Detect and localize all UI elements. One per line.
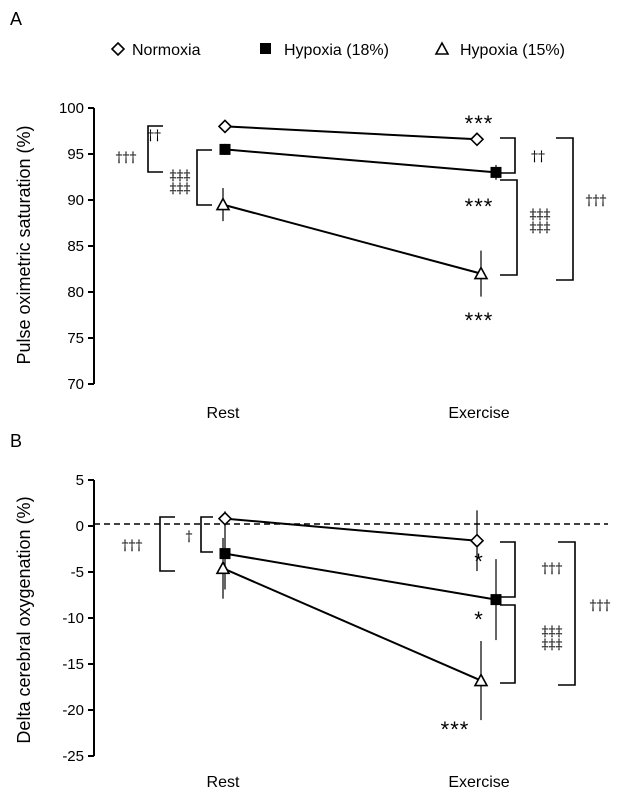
panel-a-bracket-rest-n-h18 bbox=[147, 125, 163, 173]
panel-a-sig-rest-n-h15: ††† bbox=[116, 150, 137, 166]
panel-b-sig-ex-h18-h15-b: ‡‡‡ bbox=[542, 637, 563, 653]
panel-a-bracket-ex-n-h15 bbox=[556, 137, 574, 281]
panel-b-point-hypoxia15 bbox=[473, 672, 489, 687]
panel-b-sig-ex-h18-h15-a: ‡‡‡ bbox=[542, 624, 563, 640]
panel-a-y-tick-label: 90 bbox=[67, 192, 84, 209]
panel-a-line-normoxia bbox=[224, 125, 478, 141]
panel-b-bracket-rest-n-h15 bbox=[159, 516, 175, 572]
panel-a-y-tick-label: 70 bbox=[67, 376, 84, 393]
panel-b-point-normoxia bbox=[469, 533, 485, 548]
legend-label-hypoxia15: Hypoxia (15%) bbox=[460, 42, 565, 59]
panel-b-point-hypoxia18 bbox=[219, 548, 231, 560]
panel-a-y-tick-label: 95 bbox=[67, 146, 84, 163]
panel-a-star-hypoxia18: *** bbox=[465, 194, 494, 219]
panel-a-sig-ex-h18-h15-b: ‡‡‡ bbox=[530, 220, 551, 236]
panel-a-star-hypoxia15: *** bbox=[465, 308, 494, 333]
panel-b-y-axis-label: Delta cerebral oxygenation (%) bbox=[14, 496, 34, 743]
panel-a-y-tick-label: 80 bbox=[67, 284, 84, 301]
panel-a-point-hypoxia15 bbox=[215, 196, 231, 211]
panel-b-star-hypoxia18: * bbox=[474, 607, 484, 632]
panel-b-y-tick-label: -15 bbox=[62, 656, 84, 673]
panel-b-sig-rest-n-h18: † bbox=[186, 529, 193, 545]
panel-a-star-normoxia: *** bbox=[465, 111, 494, 136]
panel-a-y-tick-label: 100 bbox=[59, 100, 84, 117]
panel-b-sig-rest-n-h15: ††† bbox=[122, 538, 143, 554]
panel-a-point-normoxia bbox=[217, 119, 233, 134]
panel-b-bracket-ex-n-h18 bbox=[500, 541, 516, 598]
panel-b-sig-ex-n-h18: ††† bbox=[542, 561, 563, 577]
panel-a-point-hypoxia15 bbox=[473, 265, 489, 280]
panel-b-y-tick-label: -10 bbox=[62, 610, 84, 627]
panel-b-bracket-ex-n-h15 bbox=[558, 541, 576, 686]
panel-a-sig-ex-n-h18: †† bbox=[531, 149, 545, 165]
panel-b-point-hypoxia15 bbox=[215, 560, 231, 575]
panel-a-y-tick-label: 75 bbox=[67, 330, 84, 347]
panel-a-sig-rest-n-h18: †† bbox=[147, 128, 161, 144]
panel-b-y-tick-label: -5 bbox=[71, 564, 84, 581]
panel-a-line-hypoxia15 bbox=[222, 203, 482, 275]
panel-a-letter: A bbox=[10, 9, 22, 29]
panel-a-y-axis-label: Pulse oximetric saturation (%) bbox=[14, 125, 34, 364]
panel-a-sig-ex-h18-h15-a: ‡‡‡ bbox=[530, 207, 551, 223]
panel-a-y-tick-label: 85 bbox=[67, 238, 84, 255]
panel-a-bracket-ex-n-h18 bbox=[500, 137, 516, 174]
panel-b-star-normoxia: * bbox=[474, 549, 484, 574]
panel-b-point-hypoxia18 bbox=[490, 594, 502, 606]
panel-a: Pulse oximetric saturation (%) 70 75 80 85 9… bbox=[14, 100, 607, 422]
panel-b-bracket-rest-n-h18 bbox=[200, 516, 213, 553]
panel-b-y-tick-label: 0 bbox=[76, 518, 84, 535]
panel-a-point-hypoxia18 bbox=[219, 143, 231, 155]
panel-b-point-normoxia bbox=[217, 511, 233, 526]
panel-b-y-tick-label: 5 bbox=[76, 472, 84, 489]
panel-a-point-normoxia bbox=[469, 132, 485, 147]
panel-a-x-label-exercise: Exercise bbox=[448, 405, 509, 422]
panel-b-y-tick-label: -25 bbox=[62, 748, 84, 765]
panel-b-star-hypoxia15: *** bbox=[441, 717, 470, 742]
panel-b: Delta cerebral oxygenation (%) 5 0 -5 -10 -1… bbox=[14, 472, 611, 791]
panel-a-bracket-ex-h18-h15 bbox=[500, 179, 518, 276]
legend-normoxia-marker bbox=[110, 41, 126, 57]
panel-a-sig-ex-n-h15: ††† bbox=[586, 193, 607, 209]
legend-hypoxia15-marker bbox=[434, 41, 450, 55]
panel-b-x-label-exercise: Exercise bbox=[448, 774, 509, 791]
legend-hypoxia18-marker bbox=[260, 43, 271, 54]
panel-a-point-hypoxia18 bbox=[490, 166, 502, 178]
legend-label-hypoxia18: Hypoxia (18%) bbox=[284, 42, 389, 59]
panel-b-x-label-rest: Rest bbox=[207, 774, 240, 791]
panel-b-line-hypoxia15 bbox=[222, 567, 482, 682]
panel-a-line-hypoxia18 bbox=[224, 148, 497, 174]
panel-b-line-hypoxia18 bbox=[224, 552, 497, 601]
panel-b-letter: B bbox=[10, 431, 22, 451]
panel-a-sig-rest-h18-h15-a: ‡‡‡ bbox=[170, 168, 191, 184]
panel-a-bracket-rest-h18-h15 bbox=[196, 149, 212, 206]
legend: Normoxia Hypoxia (18%) Hypoxia (15%) bbox=[110, 41, 565, 59]
panel-b-y-tick-label: -20 bbox=[62, 702, 84, 719]
panel-b-line-normoxia bbox=[224, 517, 478, 542]
panel-a-x-label-rest: Rest bbox=[207, 405, 240, 422]
panel-b-bracket-ex-h18-h15 bbox=[500, 604, 516, 684]
panel-a-sig-rest-h18-h15-b: ‡‡‡ bbox=[170, 181, 191, 197]
panel-b-sig-ex-n-h15: ††† bbox=[590, 598, 611, 614]
legend-label-normoxia: Normoxia bbox=[132, 42, 201, 59]
